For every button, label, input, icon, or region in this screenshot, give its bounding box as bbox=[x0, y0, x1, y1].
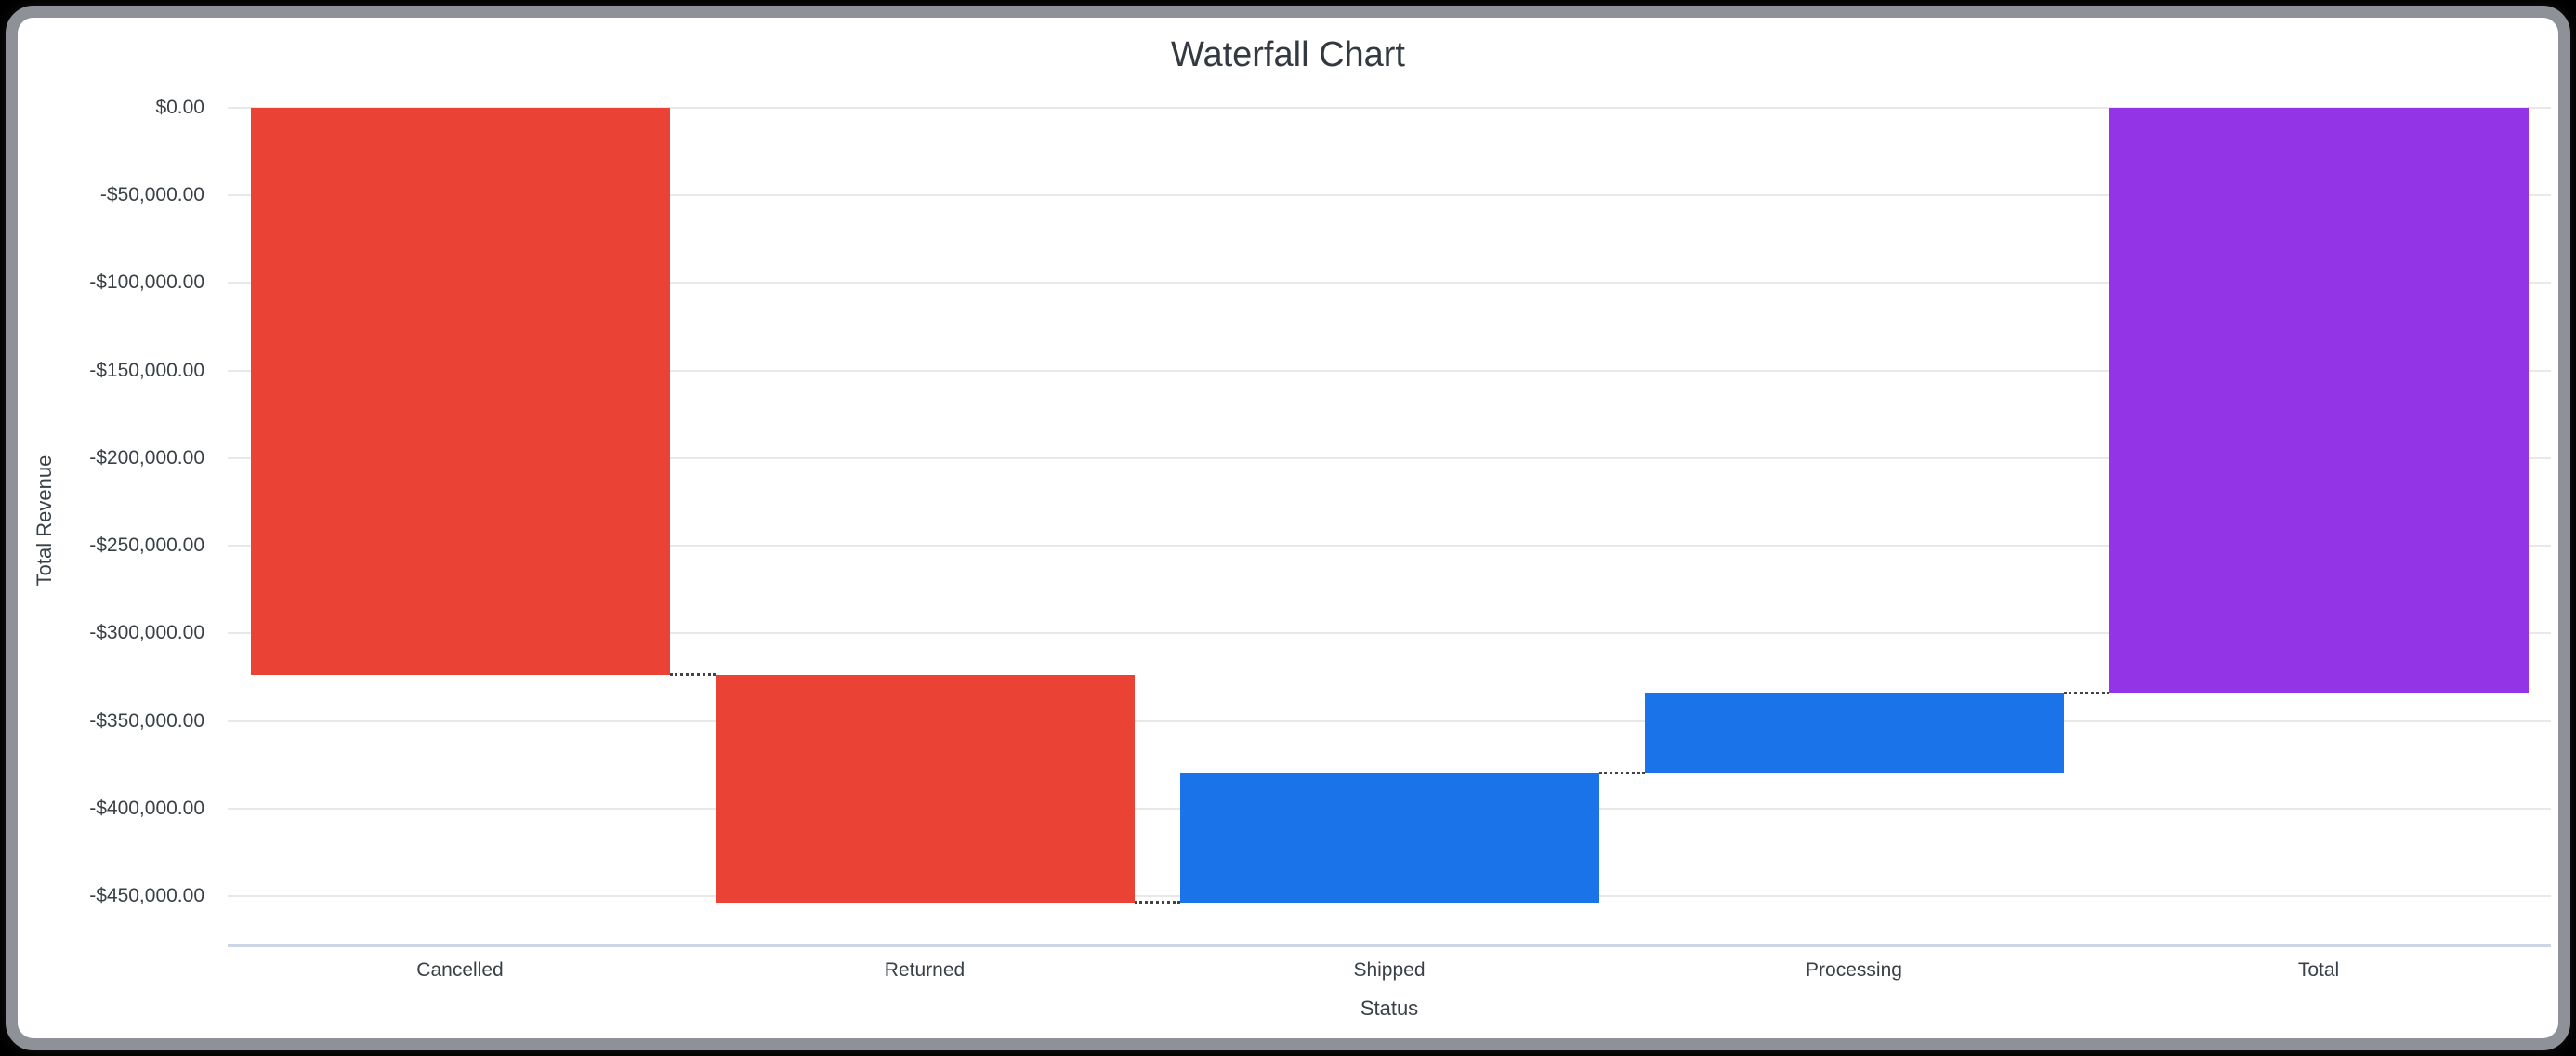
y-tick-label: -$300,000.00 bbox=[89, 622, 204, 644]
y-tick-label: -$400,000.00 bbox=[89, 797, 204, 819]
plot-area bbox=[228, 107, 2551, 947]
x-tick-label: Total bbox=[2297, 959, 2340, 981]
y-tick-label: $0.00 bbox=[155, 97, 204, 118]
chart-title: Waterfall Chart bbox=[1171, 35, 1405, 74]
y-tick-label: -$250,000.00 bbox=[89, 535, 204, 557]
x-tick-label: Shipped bbox=[1353, 959, 1426, 981]
bar-cancelled[interactable] bbox=[250, 108, 670, 675]
y-axis-title: Total Revenue bbox=[33, 455, 56, 587]
bar-total[interactable] bbox=[2109, 108, 2529, 694]
bar-returned[interactable] bbox=[715, 674, 1135, 903]
gridline bbox=[228, 545, 2551, 548]
gridline bbox=[228, 194, 2551, 197]
y-tick-label: -$200,000.00 bbox=[89, 446, 204, 469]
x-tick-label: Cancelled bbox=[416, 959, 504, 981]
x-axis-title: Status bbox=[1360, 997, 1419, 1020]
gridline bbox=[228, 719, 2551, 722]
gridline bbox=[228, 456, 2551, 459]
gridline bbox=[228, 632, 2551, 635]
y-tick-label: -$350,000.00 bbox=[89, 709, 204, 732]
y-tick-label: -$50,000.00 bbox=[99, 184, 204, 206]
x-axis-baseline bbox=[228, 944, 2551, 947]
waterfall-connector bbox=[1134, 900, 1180, 904]
x-tick-label: Returned bbox=[884, 959, 966, 981]
y-tick-label: -$100,000.00 bbox=[89, 271, 204, 294]
waterfall-connector bbox=[1598, 772, 1645, 775]
waterfall-connector bbox=[669, 672, 716, 676]
bar-shipped[interactable] bbox=[1179, 773, 1599, 903]
y-tick-label: -$150,000.00 bbox=[89, 359, 204, 381]
waterfall-connector bbox=[2063, 692, 2109, 695]
gridline bbox=[228, 369, 2551, 372]
gridline bbox=[228, 282, 2551, 284]
bar-processing[interactable] bbox=[1644, 693, 2064, 774]
gridline bbox=[228, 107, 2551, 109]
x-tick-label: Processing bbox=[1806, 959, 1902, 981]
y-tick-label: -$450,000.00 bbox=[89, 885, 204, 907]
